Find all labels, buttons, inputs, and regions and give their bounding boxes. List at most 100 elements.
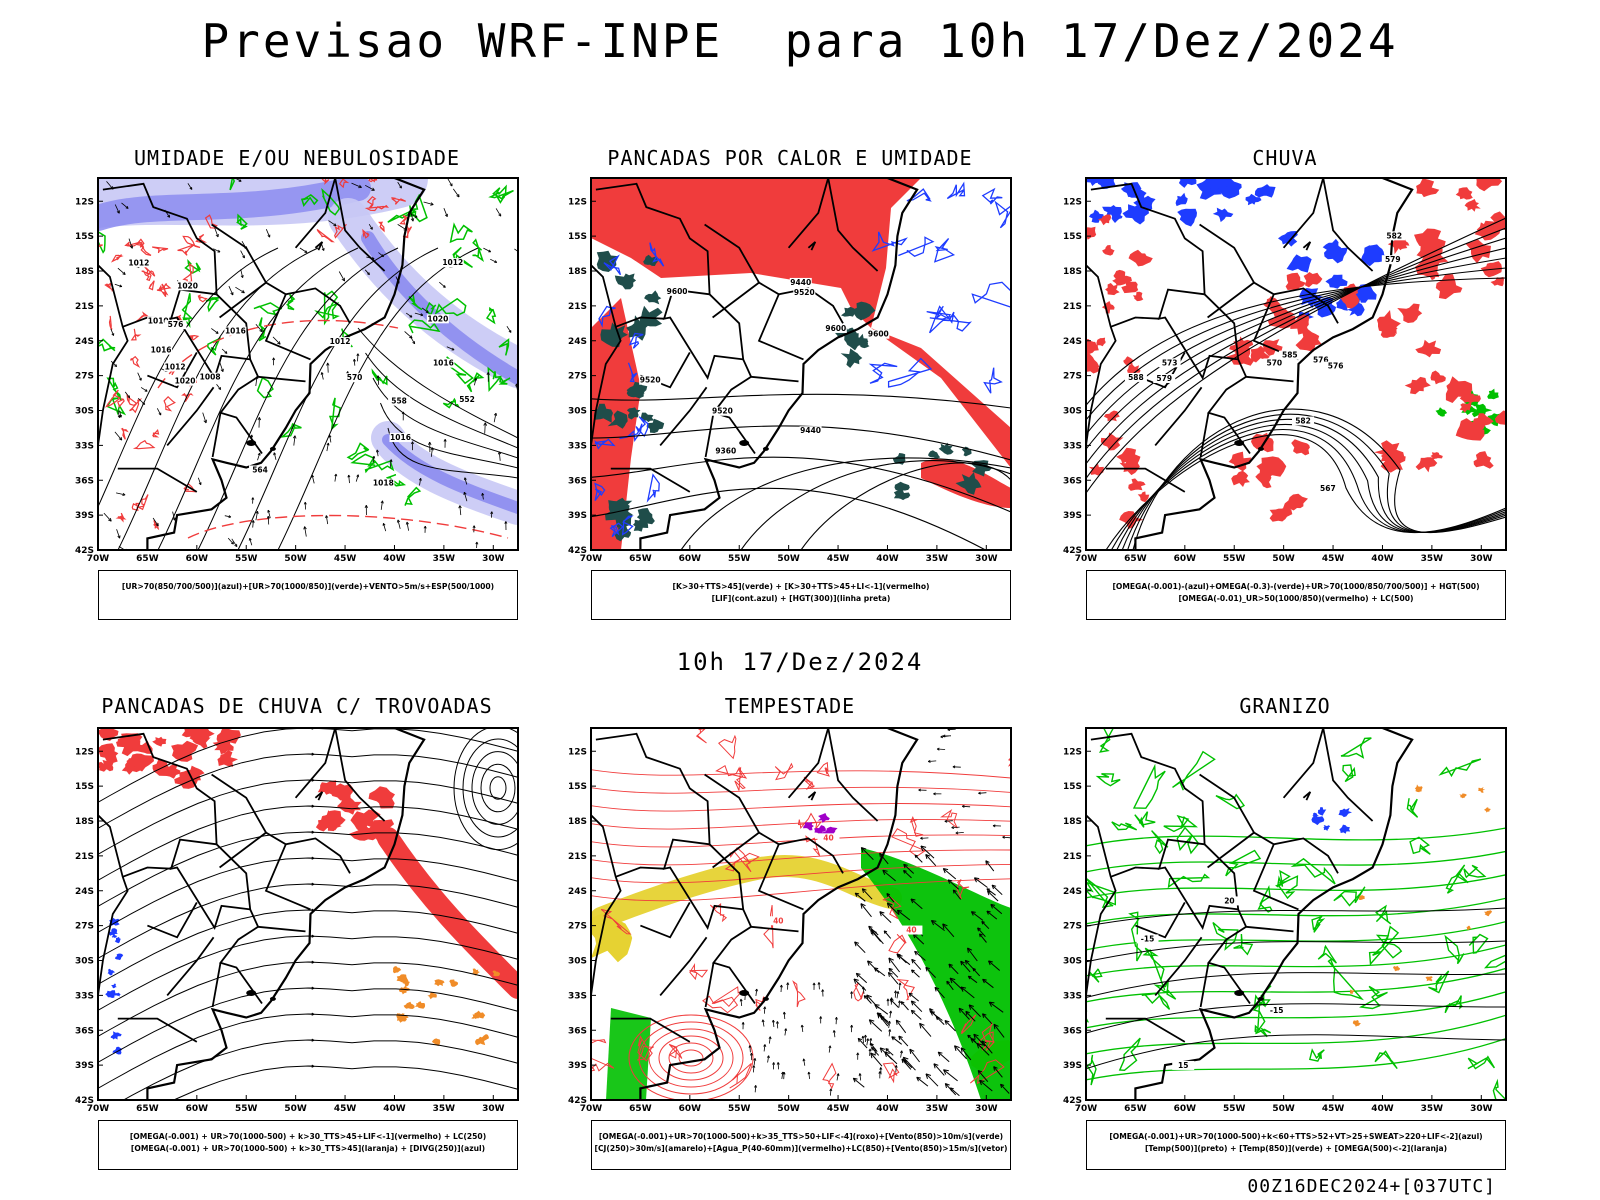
red-thickness-contour bbox=[131, 502, 140, 512]
wind-vector bbox=[933, 792, 942, 796]
temp500-black-contour bbox=[1086, 940, 1506, 963]
lat-label: 42S bbox=[1063, 546, 1082, 556]
orange-instability-area bbox=[492, 970, 500, 977]
omega-blue-area bbox=[1254, 184, 1276, 198]
lat-label: 21S bbox=[568, 852, 587, 862]
red-thickness-contour bbox=[120, 427, 129, 440]
height-contour bbox=[591, 393, 1011, 409]
green-instability-area bbox=[850, 301, 876, 321]
wind-vector bbox=[410, 211, 415, 222]
country-border bbox=[807, 791, 817, 801]
wind-vector bbox=[834, 1017, 838, 1025]
map-content: -15 15 20 -15 bbox=[1086, 728, 1506, 1100]
country-border bbox=[1203, 293, 1251, 455]
temp850-green-contour bbox=[1128, 911, 1143, 962]
streamline-arrow bbox=[307, 856, 315, 860]
green-humidity-contour bbox=[256, 376, 274, 399]
precipitable-water-contour bbox=[882, 1062, 900, 1084]
map-frame bbox=[97, 177, 519, 551]
wind-vector bbox=[982, 1013, 993, 1025]
red-thickness-contour bbox=[130, 355, 141, 368]
lat-label: 27S bbox=[1063, 922, 1082, 932]
wind-vector bbox=[860, 903, 872, 918]
omega-blue-area bbox=[1177, 208, 1197, 227]
contour-label-bg bbox=[441, 258, 464, 268]
wind-vector bbox=[988, 1001, 1004, 1013]
lat-label: 12S bbox=[1063, 747, 1082, 757]
country-border bbox=[704, 962, 715, 1008]
wind-vector bbox=[903, 863, 915, 874]
wind-vector bbox=[888, 967, 899, 978]
run-timestamp: 00Z16DEC2024+[037UTC] bbox=[1247, 1176, 1496, 1197]
wind-vector bbox=[235, 286, 245, 294]
red-thickness-contour bbox=[364, 204, 389, 212]
lat-label: 21S bbox=[1063, 852, 1082, 862]
contour-label: 570 bbox=[347, 373, 363, 382]
precipitable-water-contour bbox=[882, 896, 902, 920]
wind-green-area bbox=[606, 1008, 651, 1100]
wind-vector bbox=[389, 459, 393, 468]
wind-vector bbox=[303, 526, 307, 537]
rain-red-area bbox=[1435, 274, 1463, 300]
country-border bbox=[827, 178, 879, 272]
lat-label: 27S bbox=[568, 922, 587, 932]
rain-red-area bbox=[1228, 451, 1252, 472]
wind-vector bbox=[137, 372, 142, 381]
country-border bbox=[1203, 843, 1251, 1005]
lat-label: 33S bbox=[568, 441, 587, 451]
main-title: Previsao WRF-INPE para 10h 17/Dez/2024 bbox=[201, 14, 1399, 68]
lake-marker bbox=[739, 990, 750, 997]
hail-blue-area bbox=[1323, 825, 1331, 831]
temp850-green-contour bbox=[1086, 1054, 1097, 1086]
thunder-red-area bbox=[174, 769, 199, 789]
wind-vector bbox=[951, 825, 960, 829]
red-thickness-contour bbox=[115, 512, 127, 523]
rain-red-area bbox=[1255, 471, 1272, 489]
lon-label: 50W bbox=[1272, 1104, 1295, 1114]
height-contour bbox=[591, 425, 1011, 461]
wind-vector bbox=[896, 953, 907, 964]
hail-blue-area bbox=[1339, 824, 1351, 834]
contour-label: 585 bbox=[1282, 351, 1298, 360]
wind-vector bbox=[861, 888, 873, 900]
temp850-green-contour bbox=[1317, 944, 1337, 964]
omega-orange-area bbox=[1393, 965, 1400, 972]
wind-vector bbox=[962, 804, 971, 808]
green-instability-area bbox=[636, 508, 655, 526]
country-border bbox=[1105, 467, 1186, 493]
precipitable-water-contour bbox=[668, 1042, 714, 1074]
lat-label: 42S bbox=[75, 546, 94, 556]
red-thickness-contour bbox=[177, 244, 195, 256]
wind-vector bbox=[347, 474, 351, 484]
country-border bbox=[147, 351, 198, 389]
temp850-green-contour bbox=[1492, 1078, 1506, 1100]
temp850-green-contour bbox=[1118, 1037, 1141, 1072]
lifted-index-contour bbox=[971, 281, 1011, 308]
lifted-index-contour bbox=[621, 515, 634, 536]
lat-label: 18S bbox=[75, 817, 94, 827]
country-border bbox=[122, 866, 172, 878]
wind-vector bbox=[887, 971, 899, 985]
wind-vector bbox=[916, 1076, 929, 1087]
temp850-green-contour bbox=[1088, 968, 1103, 983]
lat-label: 42S bbox=[568, 546, 587, 556]
country-border bbox=[751, 375, 799, 383]
wind-vector bbox=[882, 869, 896, 882]
wind-vector bbox=[879, 1067, 883, 1075]
panel-title: GRANIZO bbox=[1239, 694, 1331, 718]
country-border bbox=[211, 773, 267, 834]
country-border bbox=[147, 901, 198, 939]
contour-label: 1012 bbox=[442, 258, 463, 267]
lat-label: 30S bbox=[1063, 407, 1082, 417]
lon-label: 70W bbox=[1075, 554, 1098, 564]
precipitable-water-contour bbox=[689, 962, 709, 981]
wind-vector bbox=[909, 1048, 920, 1063]
lifted-index-contour bbox=[926, 305, 952, 320]
map-tempestade: 40 40 40 12S 15S 18S 21S 24S 27S 30S 33S 36S 39S 42S7… bbox=[568, 727, 1012, 1114]
temp850-green-contour bbox=[1151, 830, 1169, 855]
country-border bbox=[102, 182, 218, 295]
country-border bbox=[1199, 223, 1255, 284]
temp850-green-contour bbox=[1086, 967, 1506, 1003]
lifted-index-contour bbox=[928, 305, 955, 334]
height-contour-500 bbox=[1086, 267, 1506, 421]
